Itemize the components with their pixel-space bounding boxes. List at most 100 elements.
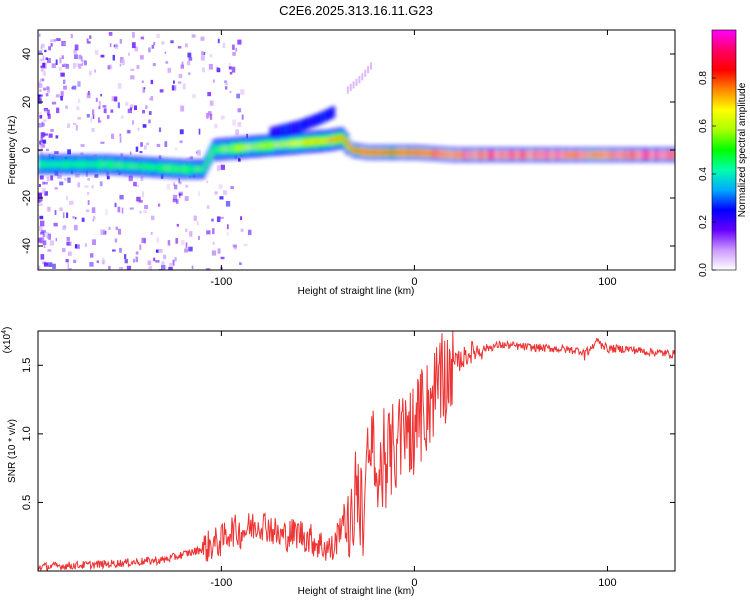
spectrogram-noise-cell: [171, 85, 175, 91]
ridge-core-cell: [209, 152, 213, 157]
spectrogram-noise-cell: [155, 249, 159, 253]
ridge-core-cell: [473, 153, 477, 157]
spectrogram-noise-cell: [178, 193, 182, 196]
spectrogram-noise-cell: [140, 176, 144, 181]
spectrogram-noise-cell: [65, 64, 70, 69]
spectrogram-noise-cell: [142, 110, 145, 114]
snr-xtick-label: 100: [598, 577, 616, 589]
ridge-core-cell: [348, 145, 352, 149]
spectrogram-noise-cell: [187, 61, 191, 66]
spectrogram-noise-cell: [87, 192, 90, 195]
ridge-core-cell: [454, 153, 458, 157]
spectrogram-noise-cell: [96, 260, 99, 263]
ridge-core-cell: [563, 153, 567, 157]
ridge-core-cell: [582, 153, 586, 157]
spectrogram-noise-cell: [218, 184, 223, 189]
spectrogram-noise-cell: [38, 225, 42, 232]
spectrogram-noise-cell: [42, 55, 45, 62]
ridge-core-cell: [65, 162, 69, 167]
spectrogram-noise-cell: [50, 43, 53, 47]
spectrogram-noise-cell: [46, 207, 51, 212]
spectrogram-noise-cell: [40, 43, 45, 48]
spectrogram-noise-cell: [172, 85, 177, 91]
spectrogram-noise-cell: [89, 70, 92, 76]
ridge-core-cell: [464, 153, 468, 157]
ridge-core-cell: [457, 153, 461, 157]
ridge-core-cell: [545, 153, 549, 157]
spectrogram-noise-cell: [43, 262, 49, 267]
ridge-core-cell: [559, 153, 563, 157]
spectrogram-noise-cell: [85, 209, 90, 212]
spectrogram-noise-cell: [158, 155, 162, 160]
spectrogram-noise-cell: [141, 80, 144, 83]
spectrogram-noise-cell: [206, 230, 211, 235]
spectrogram-noise-cell: [114, 202, 117, 208]
ridge-core-cell: [255, 144, 259, 149]
spectrogram-noise-cell: [141, 237, 146, 243]
spectrogram-noise-cell: [67, 149, 71, 155]
spectrogram-noise-cell: [74, 217, 77, 220]
spectrogram-xlabel: Height of straight line (km): [298, 286, 415, 297]
upper-branch-cell: [306, 117, 310, 129]
ridge-core-cell: [410, 150, 414, 155]
ridge-core-cell: [633, 153, 637, 157]
spectrogram-noise-cell: [57, 174, 62, 179]
spectrogram-noise-cell: [174, 184, 178, 190]
ridge-core-cell: [452, 153, 456, 157]
spectrogram-noise-cell: [87, 178, 90, 181]
ridge-core-cell: [288, 141, 292, 146]
spectrogram-noise-cell: [66, 195, 68, 201]
spectrogram-noise-cell: [206, 205, 210, 209]
spectrogram-noise-cell: [59, 207, 63, 212]
ridge-core-cell: [339, 136, 343, 141]
spectrogram-noise-cell: [177, 81, 182, 84]
spectrogram-noise-cell: [214, 123, 218, 129]
spectrogram-noise-cell: [46, 235, 49, 239]
spectrogram-noise-cell: [118, 228, 122, 235]
ridge-core-cell: [371, 150, 375, 155]
ridge-core-cell: [93, 162, 97, 167]
spectrogram-noise-cell: [41, 188, 46, 194]
upper-branch-cell: [292, 121, 296, 134]
spectrogram-noise-cell: [216, 216, 221, 222]
ridge-core-cell: [302, 140, 306, 145]
spectrogram-noise-cell: [54, 187, 58, 190]
ridge-core-cell: [278, 142, 282, 147]
ridge-core-cell: [77, 162, 81, 167]
spectrogram-noise-cell: [240, 228, 244, 232]
spectrogram-noise-cell: [75, 63, 80, 67]
ridge-core-cell: [415, 150, 419, 155]
spectrogram-noise-cell: [141, 191, 145, 198]
spectrogram-noise-cell: [43, 109, 48, 113]
faint-branch-cell: [352, 81, 355, 89]
spectrogram-noise-cell: [114, 238, 118, 243]
spectrogram-noise-cell: [237, 39, 242, 45]
spectrogram-noise-cell: [119, 194, 124, 200]
spectrogram-noise-cell: [180, 105, 185, 112]
spectrogram-noise-cell: [211, 218, 214, 222]
ridge-core-cell: [269, 143, 273, 148]
spectrogram-noise-cell: [55, 94, 60, 98]
ridge-core-cell: [332, 137, 336, 142]
spectrogram-noise-cell: [232, 52, 236, 56]
spectrogram-noise-cell: [130, 75, 135, 80]
spectrogram-noise-cell: [197, 149, 201, 156]
spectrogram-noise-cell: [188, 246, 193, 252]
spectrogram-noise-cell: [150, 231, 153, 235]
spectrogram-noise-cell: [185, 184, 189, 188]
spectrogram-noise-cell: [45, 93, 49, 97]
ridge-core-cell: [172, 166, 176, 171]
ridge-core-cell: [438, 152, 442, 156]
ridge-core-cell: [253, 144, 257, 149]
spectrogram-noise-cell: [212, 241, 215, 245]
faint-branch-cell: [358, 76, 361, 84]
spectrogram-noise-cell: [60, 96, 63, 101]
spectrogram-noise-cell: [200, 55, 205, 61]
ridge-core-cell: [318, 139, 322, 143]
ridge-core-cell: [658, 153, 662, 157]
spectrogram-noise-cell: [180, 240, 185, 246]
spectrogram-noise-cell: [188, 57, 193, 61]
spectrogram-noise-cell: [127, 108, 132, 114]
spectrogram-noise-cell: [140, 55, 144, 60]
spectrogram-noise-cell: [63, 79, 66, 84]
